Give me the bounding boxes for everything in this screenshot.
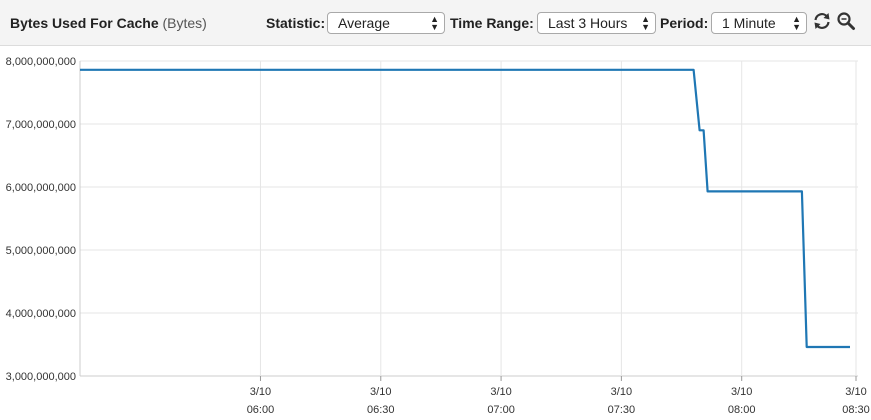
select-arrows-icon: ▲ ▼ bbox=[641, 14, 650, 32]
y-tick-label: 3,000,000,000 bbox=[6, 371, 76, 383]
y-tick-label: 5,000,000,000 bbox=[6, 245, 76, 257]
select-arrows-icon: ▲ ▼ bbox=[430, 14, 439, 32]
time-range-select-value: Last 3 Hours bbox=[548, 15, 628, 31]
chart-title-unit: (Bytes) bbox=[162, 15, 207, 31]
period-label: Period: bbox=[660, 15, 709, 31]
period-select[interactable]: 1 Minute ▲ ▼ bbox=[711, 12, 807, 34]
x-tick-date: 3/10 bbox=[731, 386, 752, 398]
x-tick-date: 3/10 bbox=[370, 386, 391, 398]
y-axis-ticks: 8,000,000,000 7,000,000,000 6,000,000,000 5… bbox=[6, 56, 76, 383]
y-tick-label: 6,000,000,000 bbox=[6, 182, 76, 194]
x-tick-date: 3/10 bbox=[250, 386, 271, 398]
y-tick-label: 7,000,000,000 bbox=[6, 119, 76, 131]
chart-grid bbox=[79, 60, 858, 381]
refresh-icon[interactable] bbox=[812, 11, 832, 31]
y-tick-label: 8,000,000,000 bbox=[6, 56, 76, 68]
x-tick-time: 07:30 bbox=[608, 404, 636, 416]
x-tick-date: 3/10 bbox=[611, 386, 632, 398]
period-select-value: 1 Minute bbox=[722, 15, 776, 31]
x-tick-date: 3/10 bbox=[490, 386, 511, 398]
time-range-select[interactable]: Last 3 Hours ▲ ▼ bbox=[537, 12, 656, 34]
chart-title-text: Bytes Used For Cache bbox=[10, 15, 159, 31]
line-chart: 8,000,000,000 7,000,000,000 6,000,000,000 5… bbox=[6, 56, 870, 416]
statistic-select-value: Average bbox=[338, 15, 390, 31]
statistic-label: Statistic: bbox=[266, 15, 326, 31]
x-axis-ticks: 3/10 06:00 3/10 06:30 3/10 07:00 3/10 07:30 3/10… bbox=[247, 386, 870, 416]
x-tick-time: 06:30 bbox=[367, 404, 395, 416]
x-tick-date: 3/10 bbox=[845, 386, 866, 398]
x-tick-time: 06:00 bbox=[247, 404, 275, 416]
zoom-icon[interactable] bbox=[836, 11, 856, 31]
chart-header: Bytes Used For Cache (Bytes) Statistic: … bbox=[0, 0, 871, 46]
select-arrows-icon: ▲ ▼ bbox=[792, 14, 801, 32]
x-tick-time: 08:00 bbox=[728, 404, 756, 416]
chart-series bbox=[79, 68, 851, 349]
statistic-select[interactable]: Average ▲ ▼ bbox=[327, 12, 445, 34]
y-tick-label: 4,000,000,000 bbox=[6, 308, 76, 320]
x-tick-time: 07:00 bbox=[487, 404, 515, 416]
chart-title: Bytes Used For Cache (Bytes) bbox=[10, 15, 207, 31]
x-tick-time: 08:30 bbox=[842, 404, 870, 416]
series-line bbox=[80, 68, 850, 349]
time-range-label: Time Range: bbox=[450, 15, 534, 31]
